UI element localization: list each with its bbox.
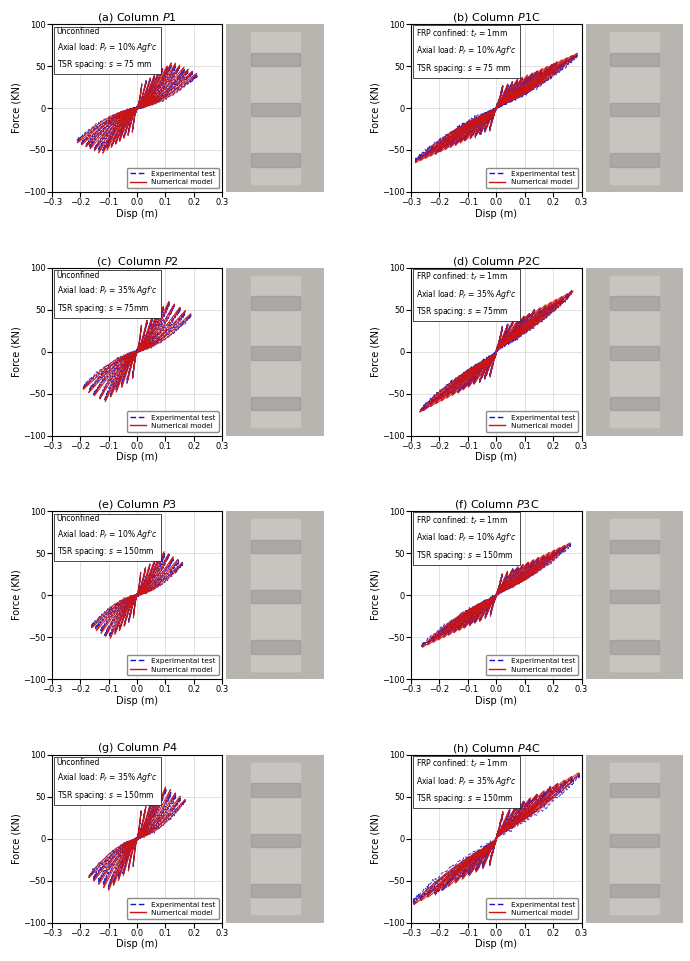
Y-axis label: Force (KN): Force (KN): [371, 813, 381, 864]
Bar: [250, 33, 299, 184]
Legend: Experimental test, Numerical model: Experimental test, Numerical model: [486, 899, 578, 919]
Bar: [610, 296, 659, 309]
Title: (f) Column $P$3C: (f) Column $P$3C: [453, 498, 539, 511]
X-axis label: Disp (m): Disp (m): [475, 209, 518, 218]
X-axis label: Disp (m): Disp (m): [475, 939, 518, 949]
Title: (d) Column $P$2C: (d) Column $P$2C: [452, 255, 540, 267]
Bar: [610, 276, 659, 427]
Text: FRP confined: $t_f$ = 1mm
Axial load: $P_f$ = 35% $Agf$’$c$
TSR spacing: $s$ = 1: FRP confined: $t_f$ = 1mm Axial load: $P…: [416, 758, 517, 805]
Y-axis label: Force (KN): Force (KN): [11, 813, 21, 864]
Y-axis label: Force (KN): Force (KN): [371, 83, 381, 134]
X-axis label: Disp (m): Disp (m): [116, 939, 158, 949]
Bar: [250, 783, 299, 797]
Bar: [610, 53, 659, 66]
Bar: [250, 53, 299, 66]
Bar: [610, 33, 659, 184]
Title: (g) Column $P$4: (g) Column $P$4: [97, 741, 177, 754]
Bar: [610, 347, 659, 360]
Text: FRP confined: $t_f$ = 1mm
Axial load: $P_f$ = 10% $Agf$’$c$
TSR spacing: $s$ = 7: FRP confined: $t_f$ = 1mm Axial load: $P…: [416, 27, 517, 75]
Bar: [250, 763, 299, 914]
Bar: [610, 833, 659, 847]
Legend: Experimental test, Numerical model: Experimental test, Numerical model: [486, 411, 578, 431]
Y-axis label: Force (KN): Force (KN): [371, 326, 381, 377]
Bar: [250, 103, 299, 116]
Bar: [250, 296, 299, 309]
Bar: [250, 540, 299, 554]
Legend: Experimental test, Numerical model: Experimental test, Numerical model: [127, 899, 219, 919]
Bar: [610, 590, 659, 604]
Legend: Experimental test, Numerical model: Experimental test, Numerical model: [486, 168, 578, 188]
Bar: [610, 640, 659, 653]
Legend: Experimental test, Numerical model: Experimental test, Numerical model: [127, 411, 219, 431]
Title: (a) Column $P$1: (a) Column $P$1: [97, 11, 177, 24]
Legend: Experimental test, Numerical model: Experimental test, Numerical model: [127, 655, 219, 676]
Bar: [250, 590, 299, 604]
Bar: [610, 763, 659, 914]
Bar: [610, 540, 659, 554]
X-axis label: Disp (m): Disp (m): [116, 452, 158, 462]
X-axis label: Disp (m): Disp (m): [475, 452, 518, 462]
Bar: [610, 884, 659, 898]
Legend: Experimental test, Numerical model: Experimental test, Numerical model: [127, 168, 219, 188]
Text: Unconfined
Axial load: $P_f$ = 35% $Agf$’$c$
TSR spacing: $s$ = 75mm: Unconfined Axial load: $P_f$ = 35% $Agf$…: [57, 271, 158, 315]
Text: Unconfined
Axial load: $P_f$ = 10% $Agf$’$c$
TSR spacing: $s$ = 75 mm: Unconfined Axial load: $P_f$ = 10% $Agf$…: [57, 27, 158, 71]
X-axis label: Disp (m): Disp (m): [116, 209, 158, 218]
Y-axis label: Force (KN): Force (KN): [371, 570, 381, 621]
Bar: [610, 154, 659, 167]
X-axis label: Disp (m): Disp (m): [116, 696, 158, 705]
Bar: [250, 640, 299, 653]
Legend: Experimental test, Numerical model: Experimental test, Numerical model: [486, 655, 578, 676]
Title: (h) Column $P$4C: (h) Column $P$4C: [452, 742, 540, 754]
Bar: [250, 154, 299, 167]
X-axis label: Disp (m): Disp (m): [475, 696, 518, 705]
Bar: [610, 103, 659, 116]
Text: FRP confined: $t_f$ = 1mm
Axial load: $P_f$ = 10% $Agf$’$c$
TSR spacing: $s$ = 1: FRP confined: $t_f$ = 1mm Axial load: $P…: [416, 514, 517, 562]
Bar: [250, 276, 299, 427]
Title: (e) Column $P$3: (e) Column $P$3: [97, 498, 177, 511]
Bar: [610, 397, 659, 410]
Bar: [610, 520, 659, 671]
Text: FRP confined: $t_f$ = 1mm
Axial load: $P_f$ = 35% $Agf$’$c$
TSR spacing: $s$ = 7: FRP confined: $t_f$ = 1mm Axial load: $P…: [416, 271, 517, 318]
Text: Unconfined
Axial load: $P_f$ = 10% $Agf$’$c$
TSR spacing: $s$ = 150mm: Unconfined Axial load: $P_f$ = 10% $Agf$…: [57, 514, 158, 558]
Bar: [250, 347, 299, 360]
Bar: [250, 833, 299, 847]
Text: Unconfined
Axial load: $P_f$ = 35% $Agf$’$c$
TSR spacing: $s$ = 150mm: Unconfined Axial load: $P_f$ = 35% $Agf$…: [57, 758, 158, 802]
Title: (b) Column $P$1C: (b) Column $P$1C: [452, 11, 540, 24]
Bar: [610, 783, 659, 797]
Y-axis label: Force (KN): Force (KN): [11, 83, 21, 134]
Bar: [250, 397, 299, 410]
Bar: [250, 884, 299, 898]
Y-axis label: Force (KN): Force (KN): [11, 570, 21, 621]
Bar: [250, 520, 299, 671]
Y-axis label: Force (KN): Force (KN): [11, 326, 21, 377]
Title: (c)  Column $P$2: (c) Column $P$2: [96, 255, 179, 267]
